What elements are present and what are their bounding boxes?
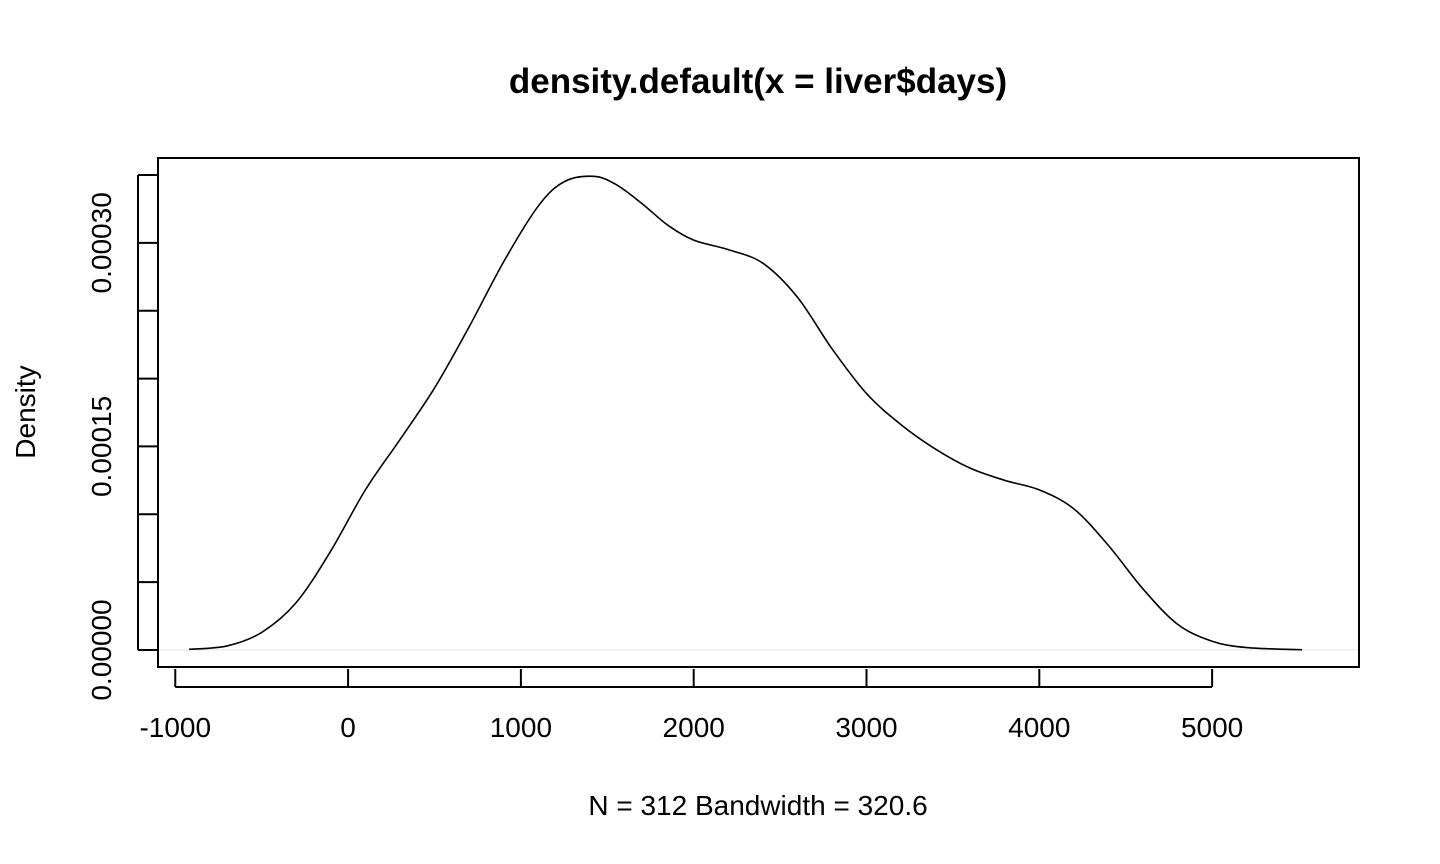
x-tick-label: 3000 <box>835 712 897 743</box>
y-tick-label: 0.00015 <box>86 396 117 497</box>
x-tick-label: 5000 <box>1181 712 1243 743</box>
density-curve <box>189 175 1303 651</box>
y-tick-label: 0.00030 <box>86 192 117 293</box>
x-tick-label: 2000 <box>663 712 725 743</box>
x-axis: -1000 0 1000 2000 3000 4000 5000 <box>139 669 1243 743</box>
y-axis-label: Density <box>10 365 41 458</box>
y-axis: 0.00000 0.00015 0.00030 <box>86 173 157 701</box>
x-tick-label: -1000 <box>139 712 211 743</box>
y-tick-label: 0.00000 <box>86 599 117 700</box>
chart-title: density.default(x = liver$days) <box>509 62 1007 101</box>
x-tick-label: 1000 <box>490 712 552 743</box>
x-tick-label: 0 <box>340 712 356 743</box>
x-tick-label: 4000 <box>1008 712 1070 743</box>
plot-frame <box>157 157 1360 668</box>
x-axis-label: N = 312 Bandwidth = 320.6 <box>588 790 927 821</box>
